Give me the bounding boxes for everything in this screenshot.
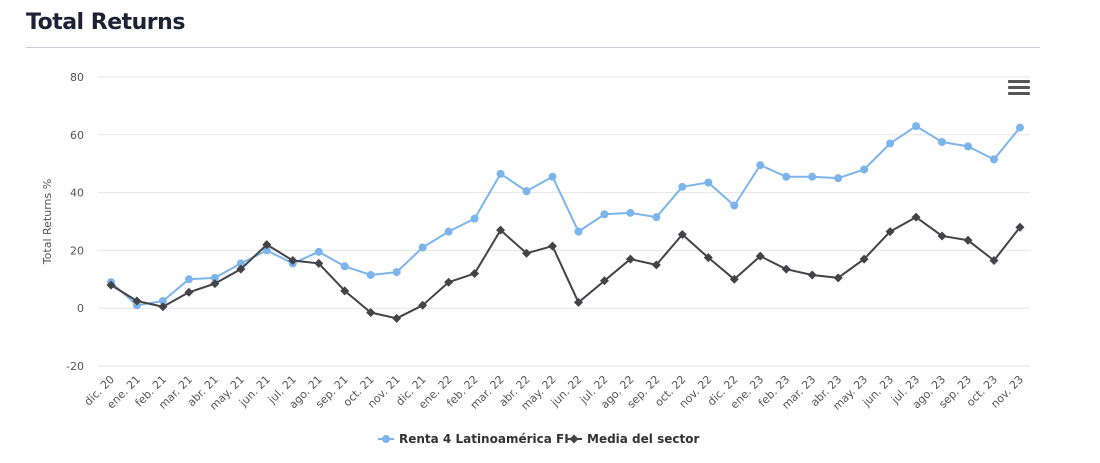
y-tick-label: 0 [77,302,84,315]
y-axis-title: Total Returns % [41,179,54,265]
legend-label: Renta 4 Latinoamérica FI [399,432,569,446]
data-point[interactable] [677,230,687,240]
data-point[interactable] [314,247,323,256]
data-point[interactable] [522,248,532,258]
series-group [106,122,1025,323]
data-point[interactable] [600,210,609,219]
series-line [110,216,1021,320]
y-tick-label: -20 [66,360,84,373]
data-point[interactable] [184,275,193,284]
data-point[interactable] [651,260,661,270]
data-point[interactable] [340,262,349,271]
data-point[interactable] [885,227,895,237]
series-fund [107,122,1024,310]
data-point[interactable] [937,231,947,241]
data-point[interactable] [703,253,713,263]
y-axis: -20 0 20 40 60 80 [66,71,84,373]
legend: Renta 4 Latinoamérica FI Media del sector [378,432,699,446]
data-point[interactable] [418,243,427,252]
data-point[interactable] [444,227,453,236]
legend-item-fund[interactable]: Renta 4 Latinoamérica FI [378,432,569,446]
data-point[interactable] [236,264,246,274]
data-point[interactable] [963,235,973,245]
data-point[interactable] [262,246,271,255]
data-point[interactable] [808,172,817,181]
data-point[interactable] [781,264,791,274]
legend-label: Media del sector [587,432,699,446]
data-point[interactable] [834,174,843,183]
data-point[interactable] [833,273,843,283]
data-point[interactable] [652,213,661,222]
data-point[interactable] [158,302,168,312]
data-point[interactable] [470,269,480,279]
y-tick-label: 40 [70,187,84,200]
data-point[interactable] [704,178,713,187]
data-point[interactable] [106,280,116,290]
data-point[interactable] [210,279,220,289]
data-point[interactable] [366,308,376,318]
data-point[interactable] [729,274,739,284]
data-point[interactable] [132,296,142,306]
data-point[interactable] [158,296,167,305]
data-point[interactable] [1015,123,1024,132]
data-point[interactable] [678,182,687,191]
data-point[interactable] [989,256,999,266]
data-point[interactable] [444,277,454,287]
data-point[interactable] [522,187,531,196]
hamburger-menu-icon[interactable] [1008,80,1030,98]
data-point[interactable] [392,313,402,323]
y-tick-label: 60 [70,129,84,142]
series-line [110,125,1021,307]
y-tick-label: 20 [70,244,84,257]
data-point[interactable] [755,251,765,261]
data-point[interactable] [314,258,324,268]
legend-marker [382,435,390,443]
data-point[interactable] [236,259,245,268]
data-point[interactable] [599,276,609,286]
data-point[interactable] [782,172,791,181]
data-point[interactable] [859,254,869,264]
data-point[interactable] [418,300,428,310]
legend-item-sector[interactable]: Media del sector [566,432,699,446]
data-point[interactable] [756,161,765,170]
data-point[interactable] [938,138,947,147]
data-point[interactable] [912,122,921,131]
data-point[interactable] [496,169,505,178]
y-tick-label: 80 [70,71,84,84]
data-point[interactable] [911,212,921,222]
data-point[interactable] [392,268,401,277]
data-point[interactable] [626,208,635,217]
data-point[interactable] [730,201,739,210]
data-point[interactable] [860,165,869,174]
data-point[interactable] [340,286,350,296]
data-point[interactable] [262,240,272,250]
data-point[interactable] [989,155,998,164]
data-point[interactable] [625,254,635,264]
data-point[interactable] [184,287,194,297]
grid-lines [98,76,1030,367]
data-point[interactable] [470,214,479,223]
data-point[interactable] [573,297,583,307]
legend-marker [569,434,579,444]
data-point[interactable] [964,142,973,151]
data-point[interactable] [574,227,583,236]
data-point[interactable] [807,270,817,280]
data-point[interactable] [548,172,557,181]
data-point[interactable] [288,256,298,266]
data-point[interactable] [886,139,895,148]
series-sector [106,212,1025,323]
data-point[interactable] [210,273,219,282]
data-point[interactable] [496,225,506,235]
data-point[interactable] [547,241,557,251]
title-divider [26,47,1040,48]
data-point[interactable] [366,270,375,279]
page-title: Total Returns [26,10,185,35]
data-point[interactable] [1015,222,1025,232]
